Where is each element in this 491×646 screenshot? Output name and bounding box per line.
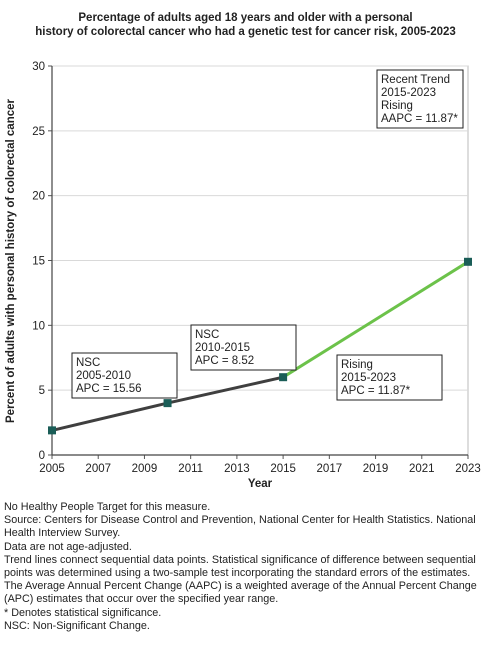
annotation-text: APC = 8.52 bbox=[195, 355, 254, 367]
footnote-trend-lines: Trend lines connect sequential data poin… bbox=[4, 553, 476, 580]
chart-title-line-1: Percentage of adults aged 18 years and o… bbox=[78, 12, 413, 24]
y-tick-label: 5 bbox=[39, 385, 45, 397]
annotation-text: 2010-2015 bbox=[195, 342, 250, 354]
x-axis-title: Year bbox=[248, 478, 273, 490]
footnotes: No Healthy People Target for this measur… bbox=[4, 501, 490, 633]
data-point bbox=[279, 373, 288, 382]
chart-title: Percentage of adults aged 18 years and o… bbox=[0, 11, 491, 39]
annotation-box bbox=[376, 69, 464, 129]
x-tick-label: 2019 bbox=[363, 463, 389, 475]
y-tick-label: 15 bbox=[32, 256, 45, 268]
x-tick-label: 2021 bbox=[409, 463, 435, 475]
trend-line-rising bbox=[281, 260, 470, 379]
annotation-text: NSC bbox=[195, 329, 219, 341]
axis-layer: 0 5 10 15 20 25 30 2005 2007 2009 2011 2013 2015 2017… bbox=[32, 61, 481, 475]
annotation-text: Rising bbox=[341, 359, 373, 371]
footnote-nsc: NSC: Non-Significant Change. bbox=[4, 619, 150, 632]
data-point bbox=[48, 426, 56, 435]
annotation-text: Recent Trend bbox=[381, 74, 450, 86]
line-chart: 0 5 10 15 20 25 30 2005 2007 2009 2011 2013 2015 2017… bbox=[5, 61, 481, 490]
x-tick-label: 2023 bbox=[455, 463, 481, 475]
x-tick-label: 2005 bbox=[39, 463, 65, 475]
annotation-text: Rising bbox=[381, 100, 413, 112]
x-tick-label: 2017 bbox=[317, 463, 343, 475]
annotation-text: NSC bbox=[76, 357, 100, 369]
annotation-text: AAPC = 11.87* bbox=[381, 113, 458, 125]
y-tick-label: 25 bbox=[32, 126, 45, 138]
x-tick-label: 2007 bbox=[85, 463, 111, 475]
y-tick-label: 30 bbox=[32, 61, 45, 73]
footnote-source: Source: Centers for Disease Control and … bbox=[4, 514, 476, 540]
footnote-age-adjust: Data are not age-adjusted. bbox=[4, 540, 132, 553]
y-axis-title: Percent of adults with personal history … bbox=[5, 98, 17, 423]
data-point bbox=[464, 257, 472, 266]
x-tick-label: 2011 bbox=[178, 463, 203, 475]
x-tick-label: 2015 bbox=[270, 463, 296, 475]
annotation-text: APC = 15.56 bbox=[76, 383, 142, 395]
footnote-aapc: The Average Annual Percent Change (AAPC)… bbox=[4, 580, 477, 606]
x-tick-label: 2009 bbox=[132, 463, 158, 475]
y-tick-label: 0 bbox=[39, 450, 45, 462]
x-tick-label: 2013 bbox=[224, 463, 250, 475]
data-point bbox=[163, 399, 172, 408]
footnote-target: No Healthy People Target for this measur… bbox=[4, 501, 211, 513]
annotation-text: APC = 11.87* bbox=[341, 385, 411, 397]
y-tick-label: 10 bbox=[32, 320, 45, 332]
annotation-text: 2005-2010 bbox=[76, 370, 131, 382]
footnote-significance: * Denotes statistical significance. bbox=[4, 606, 162, 619]
annotation-box bbox=[190, 324, 297, 371]
chart-title-line-2: history of colorectal cancer who had a g… bbox=[35, 26, 456, 38]
annotation-box bbox=[336, 354, 443, 401]
annotation-box bbox=[71, 352, 178, 399]
annotation-text: 2015-2023 bbox=[341, 372, 396, 384]
series-layer bbox=[48, 257, 472, 435]
annotation-text: 2015-2023 bbox=[381, 87, 436, 99]
y-tick-label: 20 bbox=[32, 191, 45, 203]
